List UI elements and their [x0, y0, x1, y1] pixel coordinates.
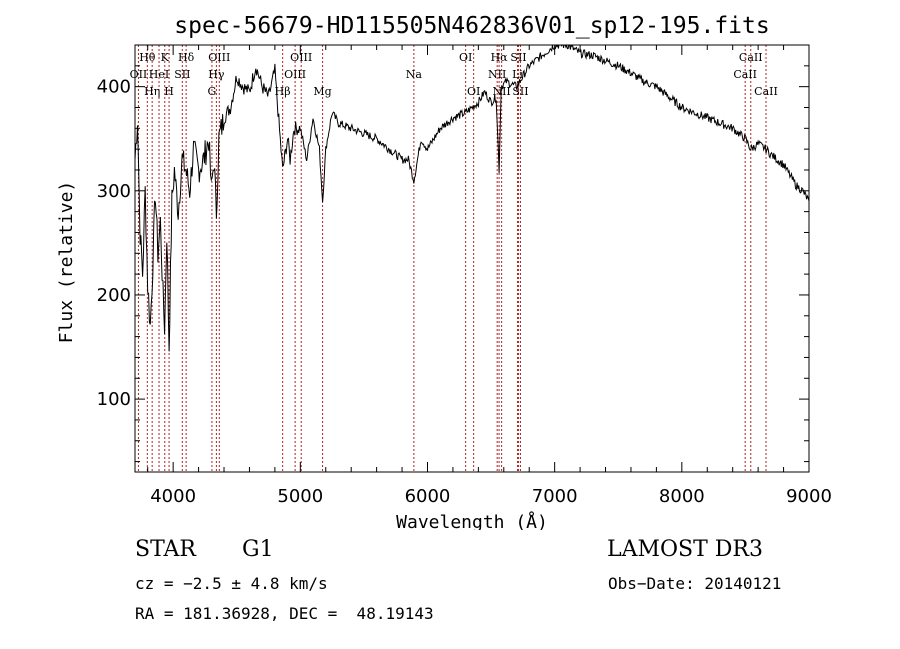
spectrum-line [135, 45, 809, 352]
line-label: SII [510, 51, 526, 64]
line-label: OIII [290, 51, 312, 64]
plot-frame [134, 44, 810, 473]
line-label: Hθ [139, 51, 156, 64]
line-label: SII [174, 68, 190, 81]
spectrum-chart: spec-56679-HD115505N462836V01_sp12-195.f… [56, 13, 832, 530]
line-label: H [164, 85, 174, 98]
redshift-value: cz = −2.5 ± 4.8 km/s [135, 574, 328, 593]
x-axis-label: Wavelength (Å) [396, 511, 548, 530]
x-tick-label: 4000 [150, 486, 196, 507]
line-label: OI [467, 85, 480, 98]
line-label: G [208, 85, 217, 98]
line-label: Hβ [275, 85, 291, 98]
line-label: OIII [208, 51, 230, 64]
line-label: Mg [313, 85, 331, 98]
chart-title: spec-56679-HD115505N462836V01_sp12-195.f… [174, 13, 769, 39]
y-tick-label: 100 [97, 389, 131, 410]
x-tick-label: 5000 [277, 486, 323, 507]
line-label: CaII [733, 68, 757, 81]
line-label: Hη [144, 85, 160, 98]
line-label: OIII [284, 68, 306, 81]
y-tick-label: 400 [97, 77, 131, 98]
y-tick-label: 200 [97, 285, 131, 306]
line-label: Hδ [178, 51, 195, 64]
line-label: NII [488, 68, 506, 81]
line-label: OII [130, 68, 148, 81]
line-label: Hγ [208, 68, 225, 81]
x-tick-label: 9000 [786, 486, 832, 507]
line-label: Na [406, 68, 423, 81]
line-label: CaII [739, 51, 763, 64]
spectral-subclass: G1 [242, 537, 274, 562]
coordinates: RA = 181.36928, DEC = 48.19143 [135, 604, 434, 623]
survey-name: LAMOST DR3 [607, 537, 763, 562]
line-label: CaII [754, 85, 778, 98]
x-tick-label: 6000 [405, 486, 451, 507]
observation-date: Obs−Date: 20140121 [608, 574, 782, 593]
object-type: STAR [135, 537, 196, 562]
line-label: SII [512, 85, 528, 98]
x-tick-label: 7000 [532, 486, 578, 507]
x-tick-label: 8000 [659, 486, 705, 507]
line-label: Hα [491, 51, 509, 64]
line-label: K [161, 51, 170, 64]
plot-area: 4000 5000 6000 7000 8000 9000 100 200 300 400 Hθ OI… [97, 44, 832, 507]
line-label: OI [459, 51, 472, 64]
line-label: NII [492, 85, 510, 98]
line-label: HeI [149, 68, 169, 81]
y-tick-label: 300 [97, 181, 131, 202]
line-label: Li [512, 68, 523, 81]
y-axis-label: Flux (relative) [56, 181, 77, 344]
